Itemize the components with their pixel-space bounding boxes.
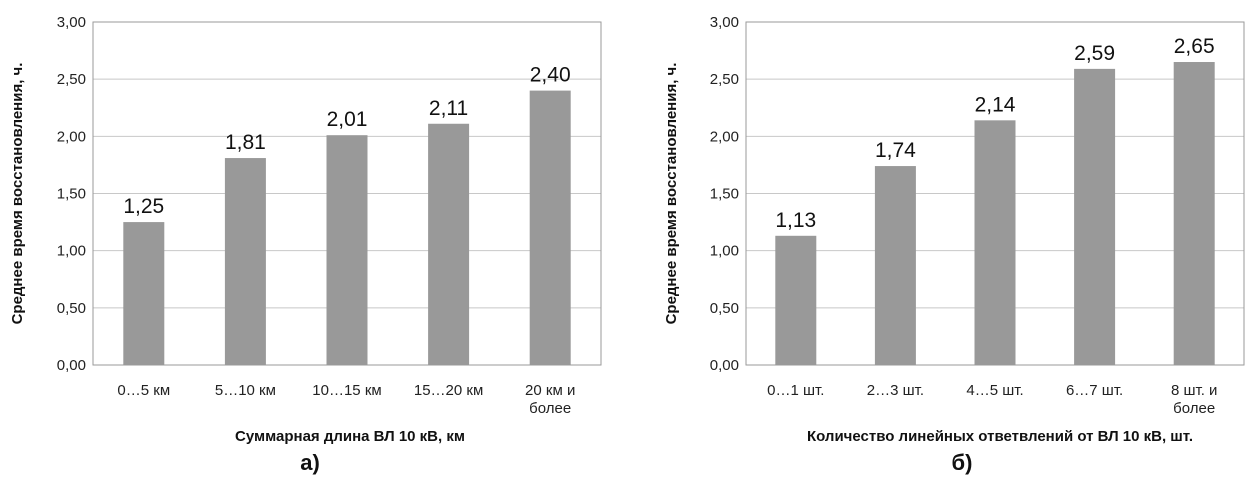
panel-label: а) [300,450,320,475]
y-tick-label: 2,00 [57,128,86,145]
x-tick-label: 0…5 км [117,382,170,399]
x-tick-label: 20 км и более [525,382,575,417]
x-tick-label: 4…5 шт. [966,382,1023,399]
bar [874,166,916,365]
x-tick-label: 10…15 км [312,382,381,399]
y-tick-label: 0,50 [57,300,86,317]
chart-panel-1: 0,00 0,50 1,00 1,50 2,00 2,50 3,00 1,25 0…5 км 1,… [9,14,602,475]
y-tick-label: 1,50 [710,186,739,203]
y-tick-label: 1,50 [57,186,86,203]
bar [1074,68,1116,366]
data-label: 2,01 [327,108,368,131]
x-tick-label: 6…7 шт. [1066,382,1123,399]
bar [428,123,470,365]
x-tick-label: 0…1 шт. [767,382,824,399]
bar [224,158,266,365]
y-tick-label: 2,50 [57,71,86,88]
y-tick-label: 2,50 [710,71,739,88]
data-label: 2,14 [975,93,1016,116]
y-tick-label: 3,00 [57,14,86,31]
panel-label: б) [952,450,973,475]
bar [974,120,1016,366]
y-tick-label: 0,50 [710,300,739,317]
chart-panel-2: 0,00 0,50 1,00 1,50 2,00 2,50 3,00 1,13 0…1 шт. 1… [663,14,1245,475]
x-axis-title: Суммарная длина ВЛ 10 кВ, км [235,428,465,445]
bar [529,90,571,365]
data-label: 1,81 [225,131,266,154]
y-tick-label: 0,00 [710,357,739,374]
y-tick-label: 0,00 [57,357,86,374]
y-axis-title: Среднее время восстановления, ч. [9,63,26,325]
y-tick-label: 3,00 [710,14,739,31]
x-tick-label: 5…10 км [215,382,276,399]
y-tick-label: 1,00 [710,243,739,260]
bar [123,222,165,365]
x-tick-label: 2…3 шт. [867,382,924,399]
data-label: 2,40 [530,64,571,87]
data-label: 1,25 [123,195,164,218]
y-tick-label: 2,00 [710,128,739,145]
x-tick-label: 15…20 км [414,382,483,399]
x-axis-title: Количество линейных ответвлений от ВЛ 10… [807,428,1193,445]
data-label: 2,65 [1174,35,1215,58]
data-label: 1,74 [875,139,916,162]
data-label: 2,11 [429,97,468,120]
x-tick-label: 8 шт. и более [1171,382,1217,417]
data-label: 1,13 [775,209,816,232]
data-label: 2,59 [1074,42,1115,65]
bar [1173,62,1215,366]
y-tick-label: 1,00 [57,243,86,260]
bar [775,235,817,365]
y-axis-title: Среднее время восстановления, ч. [663,63,680,325]
bar [326,135,368,365]
